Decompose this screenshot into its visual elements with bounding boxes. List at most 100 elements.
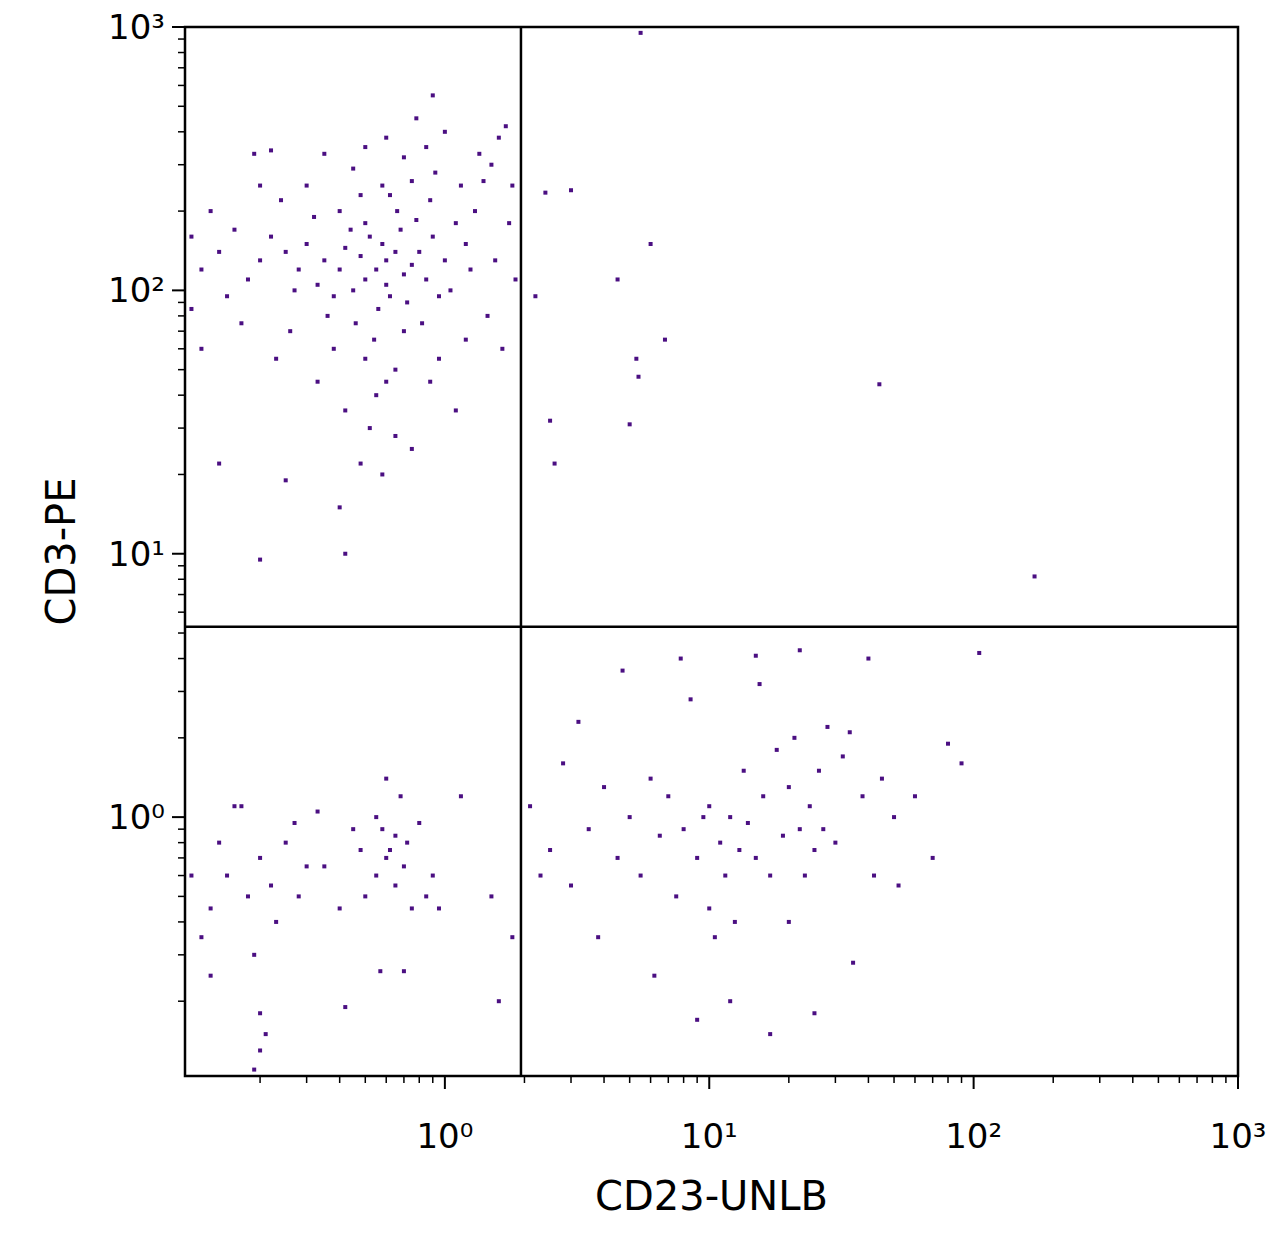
- point: [384, 777, 388, 781]
- point: [284, 841, 288, 845]
- point: [1033, 574, 1037, 578]
- point: [388, 193, 392, 197]
- minor-tick: [403, 1076, 405, 1083]
- minor-tick: [668, 1076, 670, 1083]
- point: [189, 235, 193, 239]
- tick-label: 10⁰: [108, 797, 165, 837]
- point: [305, 184, 309, 188]
- minor-tick: [947, 1076, 949, 1083]
- point: [497, 999, 501, 1003]
- point: [424, 277, 428, 281]
- point: [851, 961, 855, 965]
- point: [410, 906, 414, 910]
- point: [417, 821, 421, 825]
- point: [359, 193, 363, 197]
- point: [402, 969, 406, 973]
- point: [723, 874, 727, 878]
- point: [649, 777, 653, 781]
- point: [252, 953, 256, 957]
- tick-label: 10⁰: [416, 1116, 473, 1156]
- tick-label: 10²: [108, 270, 165, 310]
- point: [209, 906, 213, 910]
- point: [279, 198, 283, 202]
- point: [376, 307, 380, 311]
- point: [380, 827, 384, 831]
- point: [274, 920, 278, 924]
- point: [454, 408, 458, 412]
- tick-label: 10³: [1210, 1116, 1267, 1156]
- point: [305, 864, 309, 868]
- point: [326, 314, 330, 318]
- point: [812, 1011, 816, 1015]
- point: [792, 736, 796, 740]
- point: [489, 163, 493, 167]
- point: [768, 1032, 772, 1036]
- point: [252, 1068, 256, 1072]
- point: [332, 347, 336, 351]
- point: [803, 874, 807, 878]
- minor-tick: [178, 565, 185, 567]
- point: [378, 969, 382, 973]
- minor-tick: [178, 921, 185, 923]
- point: [374, 815, 378, 819]
- minor-tick: [178, 348, 185, 350]
- point: [468, 268, 472, 272]
- point: [380, 242, 384, 246]
- point: [758, 682, 762, 686]
- point: [293, 288, 297, 292]
- point: [380, 472, 384, 476]
- point: [848, 730, 852, 734]
- point: [459, 794, 463, 798]
- point: [393, 834, 397, 838]
- minor-tick: [178, 857, 185, 859]
- minor-tick: [178, 164, 185, 166]
- point: [931, 856, 935, 860]
- point: [374, 268, 378, 272]
- point: [507, 221, 511, 225]
- point: [217, 462, 221, 466]
- point: [246, 277, 250, 281]
- minor-tick: [365, 1076, 367, 1083]
- point: [960, 761, 964, 765]
- axis-title: CD23-UNLB: [595, 1173, 828, 1219]
- point: [679, 657, 683, 661]
- point: [384, 283, 388, 287]
- tick: [172, 289, 185, 291]
- point: [682, 827, 686, 831]
- point: [634, 357, 638, 361]
- minor-tick: [178, 369, 185, 371]
- point: [761, 794, 765, 798]
- point: [402, 329, 406, 333]
- point: [288, 329, 292, 333]
- point: [264, 1032, 268, 1036]
- point: [225, 294, 229, 298]
- point: [733, 920, 737, 924]
- point: [349, 228, 353, 232]
- point: [284, 250, 288, 254]
- minor-tick: [178, 52, 185, 54]
- point: [497, 136, 501, 140]
- point: [433, 171, 437, 175]
- tick: [172, 26, 185, 28]
- point: [374, 393, 378, 397]
- point: [393, 883, 397, 887]
- minor-tick: [914, 1076, 916, 1083]
- point: [284, 478, 288, 482]
- point: [652, 974, 656, 978]
- point: [359, 848, 363, 852]
- point: [359, 254, 363, 258]
- point: [428, 198, 432, 202]
- point: [410, 263, 414, 267]
- point: [424, 145, 428, 149]
- point: [707, 804, 711, 808]
- point: [414, 116, 418, 120]
- minor-tick: [178, 67, 185, 69]
- minor-tick: [178, 658, 185, 660]
- point: [486, 314, 490, 318]
- quadrant-line: [185, 626, 1238, 629]
- point: [713, 935, 717, 939]
- point: [861, 794, 865, 798]
- point: [533, 294, 537, 298]
- axis-title: CD3-PE: [38, 477, 84, 625]
- point: [841, 754, 845, 758]
